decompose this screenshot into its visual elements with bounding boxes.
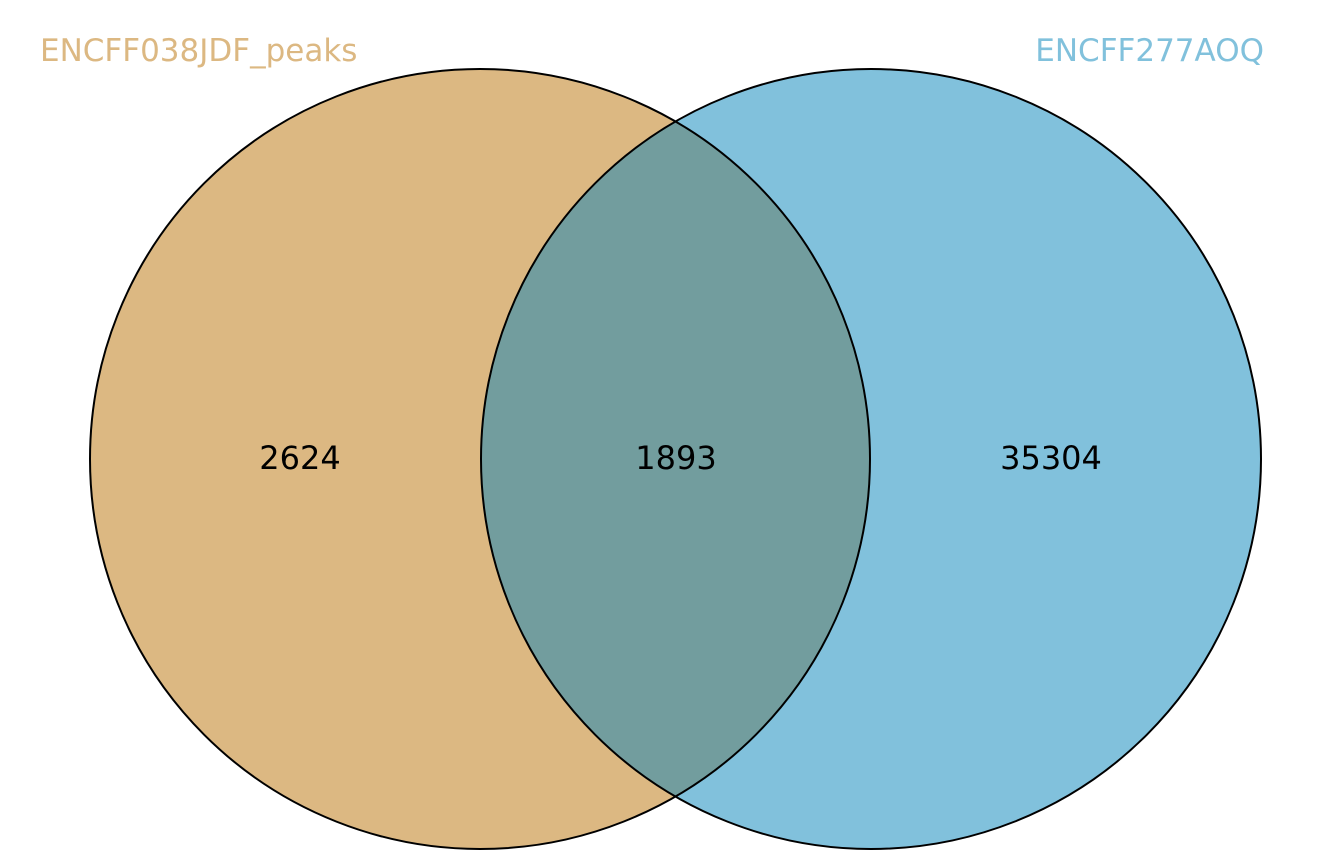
set-b-label: ENCFF277AOQ — [1035, 33, 1264, 69]
count-overlap: 1893 — [635, 439, 716, 477]
set-b-outline — [480, 68, 1262, 850]
count-only-a: 2624 — [259, 439, 340, 477]
overlap-region — [481, 69, 870, 849]
set-a-outline — [89, 68, 871, 850]
count-only-b: 35304 — [1000, 439, 1102, 477]
set-a-label: ENCFF038JDF_peaks — [40, 33, 357, 69]
